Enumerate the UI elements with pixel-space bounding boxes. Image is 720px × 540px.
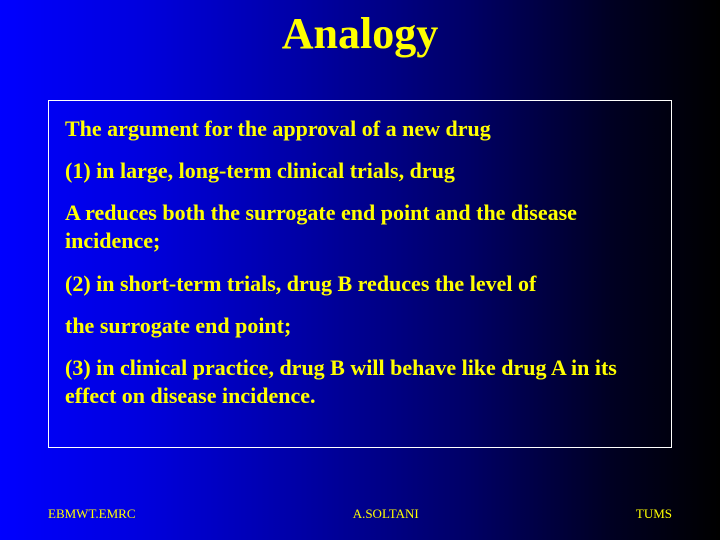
footer-center: A.SOLTANI <box>353 506 419 522</box>
paragraph: (1) in large, long-term clinical trials,… <box>65 157 655 185</box>
footer: EBMWT.EMRC A.SOLTANI TUMS <box>48 506 672 522</box>
content-box: The argument for the approval of a new d… <box>48 100 672 448</box>
footer-left: EBMWT.EMRC <box>48 506 136 522</box>
footer-right: TUMS <box>636 506 672 522</box>
paragraph: The argument for the approval of a new d… <box>65 115 655 143</box>
paragraph: the surrogate end point; <box>65 312 655 340</box>
slide: Analogy The argument for the approval of… <box>0 0 720 540</box>
slide-title: Analogy <box>0 8 720 59</box>
paragraph: (2) in short-term trials, drug B reduces… <box>65 270 655 298</box>
paragraph: (3) in clinical practice, drug B will be… <box>65 354 655 410</box>
paragraph: A reduces both the surrogate end point a… <box>65 199 655 255</box>
